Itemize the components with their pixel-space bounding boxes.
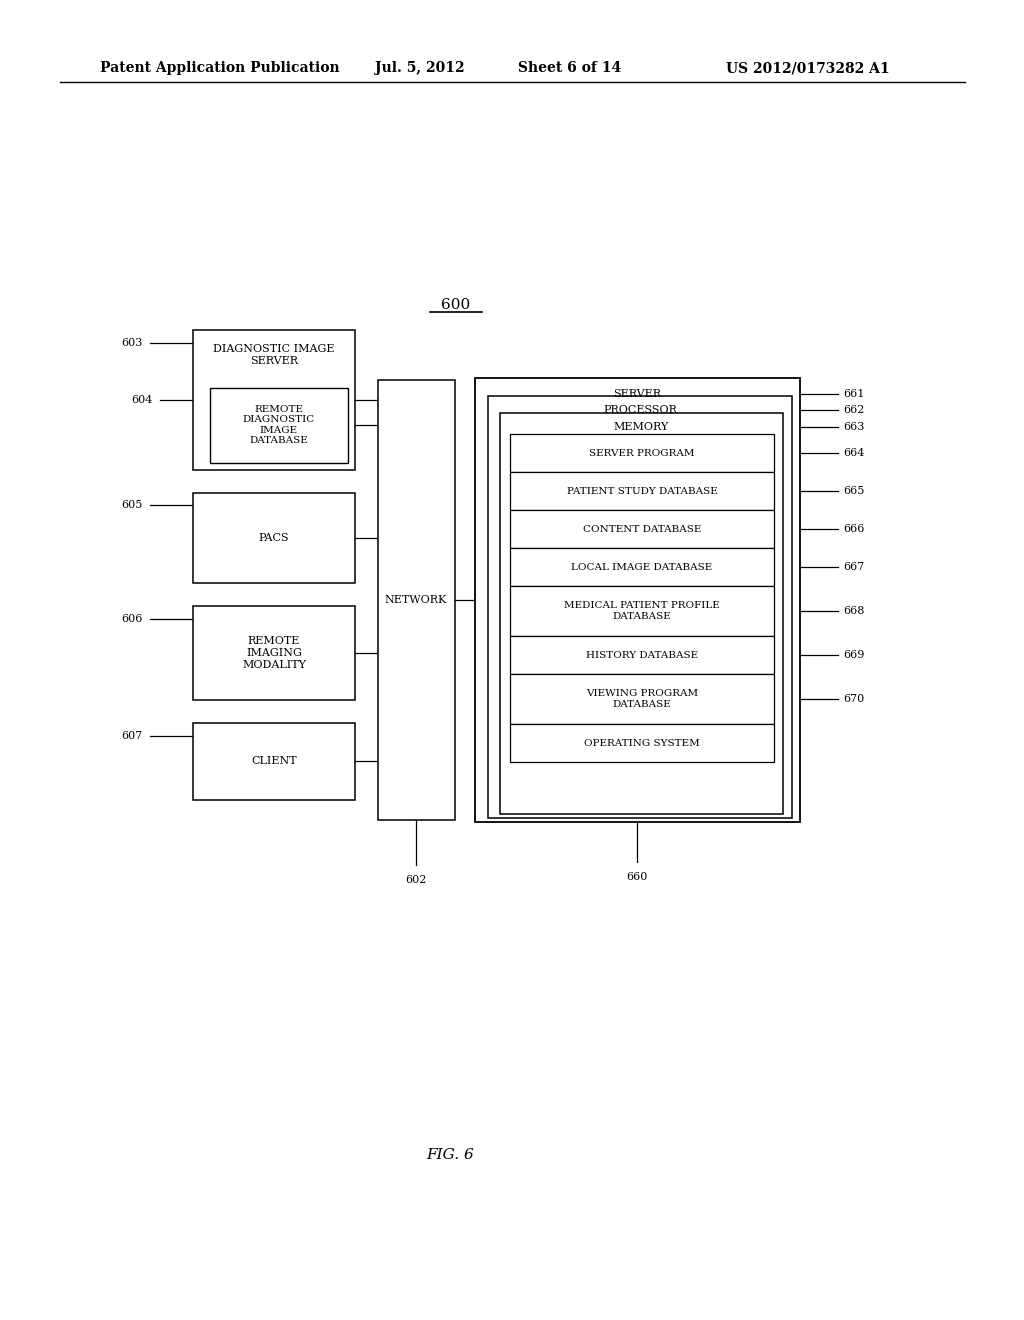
Text: OPERATING SYSTEM: OPERATING SYSTEM — [584, 738, 699, 747]
Text: PROCESSOR: PROCESSOR — [603, 405, 677, 414]
Text: 607: 607 — [122, 731, 143, 741]
Text: 663: 663 — [843, 422, 864, 432]
Text: 600: 600 — [441, 298, 471, 312]
Bar — [193, 330, 355, 470]
Bar — [510, 548, 774, 586]
Bar — [510, 473, 774, 510]
Text: 670: 670 — [843, 694, 864, 704]
Text: FIG. 6: FIG. 6 — [426, 1148, 474, 1162]
Text: 602: 602 — [406, 875, 427, 884]
Text: REMOTE
IMAGING
MODALITY: REMOTE IMAGING MODALITY — [242, 636, 306, 669]
Bar — [510, 586, 774, 636]
Text: HISTORY DATABASE: HISTORY DATABASE — [586, 651, 698, 660]
Text: 603: 603 — [122, 338, 143, 348]
Bar — [510, 636, 774, 675]
Text: CLIENT: CLIENT — [251, 756, 297, 766]
Text: 664: 664 — [843, 447, 864, 458]
Text: VIEWING PROGRAM
DATABASE: VIEWING PROGRAM DATABASE — [586, 689, 698, 709]
Text: CONTENT DATABASE: CONTENT DATABASE — [583, 524, 701, 533]
Text: 606: 606 — [122, 614, 143, 624]
Text: PATIENT STUDY DATABASE: PATIENT STUDY DATABASE — [566, 487, 718, 495]
Bar — [193, 723, 355, 800]
Text: 661: 661 — [843, 389, 864, 399]
Bar — [510, 675, 774, 723]
Bar — [475, 378, 800, 822]
Bar — [510, 434, 774, 473]
Text: 666: 666 — [843, 524, 864, 535]
Text: MEMORY: MEMORY — [613, 422, 669, 432]
Text: REMOTE
DIAGNOSTIC
IMAGE
DATABASE: REMOTE DIAGNOSTIC IMAGE DATABASE — [243, 405, 315, 445]
Text: 665: 665 — [843, 486, 864, 496]
Bar — [210, 388, 348, 463]
Bar — [193, 492, 355, 583]
Text: 662: 662 — [843, 405, 864, 414]
Text: DIAGNOSTIC IMAGE
SERVER: DIAGNOSTIC IMAGE SERVER — [213, 345, 335, 366]
Text: 605: 605 — [122, 500, 143, 510]
Text: NETWORK: NETWORK — [385, 595, 447, 605]
Bar — [193, 606, 355, 700]
Text: SERVER: SERVER — [613, 389, 662, 399]
Text: LOCAL IMAGE DATABASE: LOCAL IMAGE DATABASE — [571, 562, 713, 572]
Text: 667: 667 — [843, 562, 864, 572]
Text: US 2012/0173282 A1: US 2012/0173282 A1 — [726, 61, 890, 75]
Text: 668: 668 — [843, 606, 864, 616]
Bar — [510, 510, 774, 548]
Text: SERVER PROGRAM: SERVER PROGRAM — [589, 449, 694, 458]
Text: 660: 660 — [627, 873, 648, 882]
Text: Sheet 6 of 14: Sheet 6 of 14 — [518, 61, 622, 75]
Bar — [500, 413, 783, 814]
Text: 669: 669 — [843, 649, 864, 660]
Text: 604: 604 — [132, 395, 153, 405]
Text: MEDICAL PATIENT PROFILE
DATABASE: MEDICAL PATIENT PROFILE DATABASE — [564, 602, 720, 620]
Bar — [510, 723, 774, 762]
Bar — [378, 380, 455, 820]
Text: Jul. 5, 2012: Jul. 5, 2012 — [375, 61, 465, 75]
Bar — [488, 396, 792, 818]
Text: Patent Application Publication: Patent Application Publication — [100, 61, 340, 75]
Text: PACS: PACS — [259, 533, 290, 543]
